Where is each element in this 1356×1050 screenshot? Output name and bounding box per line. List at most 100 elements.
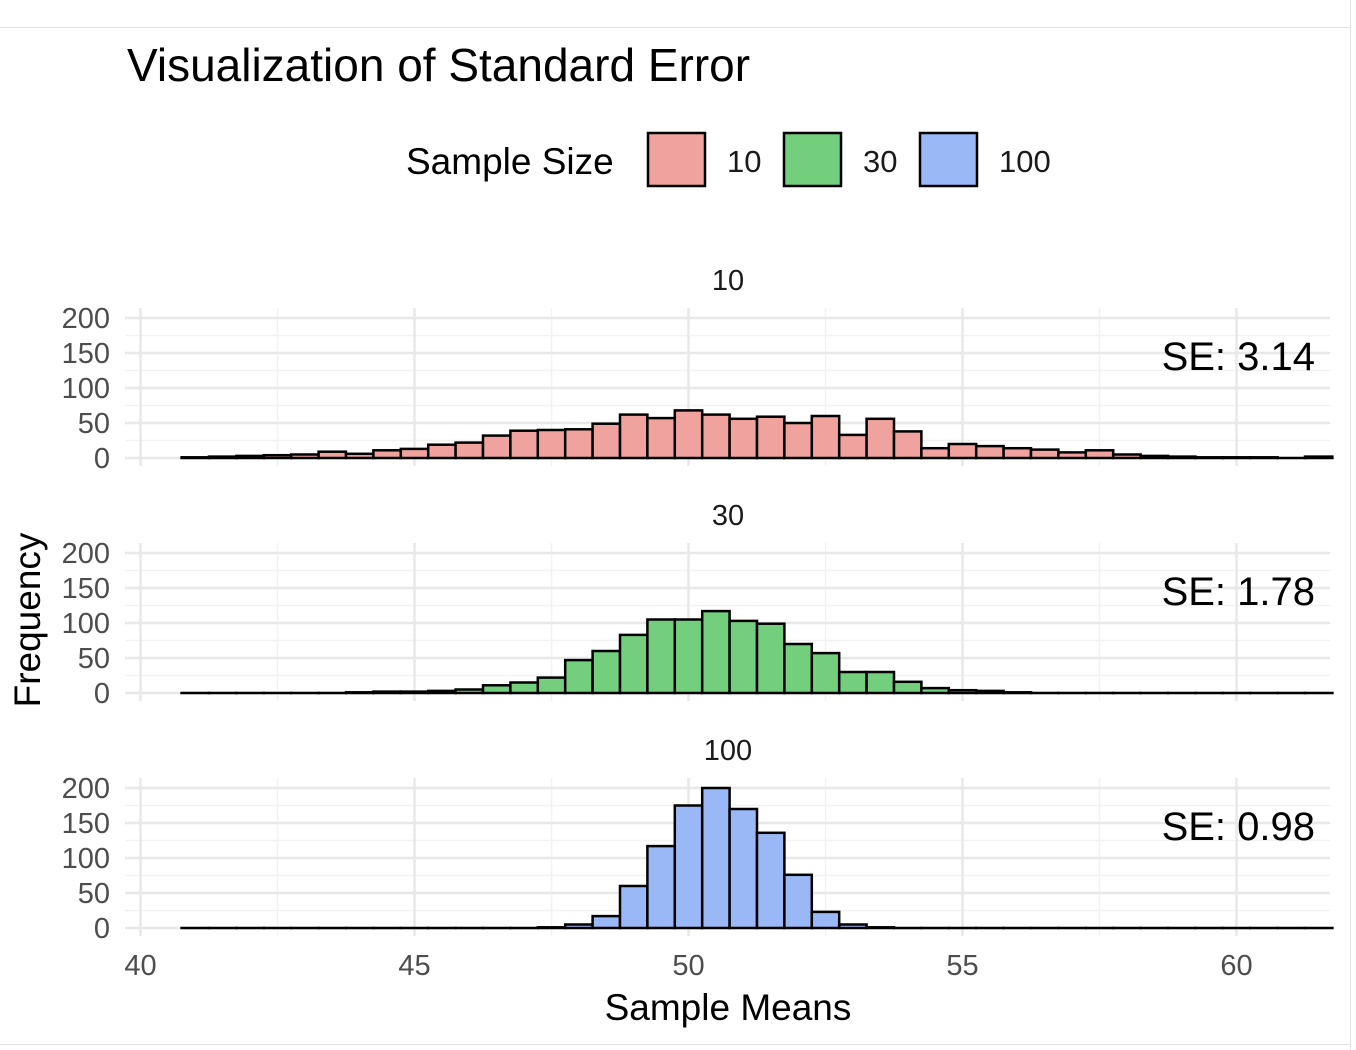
histogram-bar	[1057, 451, 1088, 460]
x-tick-label: 55	[946, 950, 978, 982]
histogram-bar	[454, 688, 485, 695]
x-tick-label: 40	[124, 950, 156, 982]
facet-label-100: 100	[704, 735, 752, 767]
chart-title: Visualization of Standard Error	[127, 39, 750, 91]
histogram-bar	[399, 690, 430, 695]
y-tick-label: 100	[62, 608, 110, 640]
histogram-bar	[1166, 455, 1197, 460]
y-tick-label: 150	[62, 338, 110, 370]
histogram-bar	[180, 456, 211, 460]
histogram-bar	[618, 884, 649, 930]
legend-label-100: 100	[999, 144, 1051, 179]
histogram-bar	[646, 416, 677, 460]
histogram-bar	[755, 831, 786, 930]
histogram-bar	[1248, 456, 1279, 460]
x-tick-label: 60	[1220, 950, 1252, 982]
histogram-bar	[673, 409, 704, 460]
legend-label-10: 10	[727, 144, 761, 179]
histogram-bar	[618, 633, 649, 695]
histogram-bar	[865, 417, 896, 460]
histogram-bar	[947, 688, 978, 695]
histogram-bar	[1194, 456, 1225, 460]
histogram-bar	[892, 430, 923, 460]
histogram-bar	[1139, 454, 1170, 460]
histogram-bar	[974, 689, 1005, 695]
histogram-bar	[1084, 449, 1115, 460]
histogram-bar	[947, 442, 978, 460]
y-tick-label: 150	[62, 573, 110, 605]
histogram-bar	[755, 415, 786, 460]
se-label-30: SE: 1.78	[1162, 570, 1315, 614]
y-tick-label: 150	[62, 808, 110, 840]
histogram-bar	[865, 670, 896, 695]
y-tick-label: 200	[62, 538, 110, 570]
histogram-bar	[783, 642, 814, 695]
histogram-bar	[563, 428, 594, 460]
histogram-bar	[481, 684, 512, 695]
se-label-100: SE: 0.98	[1162, 805, 1315, 849]
frame-border-right	[1350, 0, 1351, 1050]
y-tick-label: 100	[62, 373, 110, 405]
histogram-bar	[700, 609, 731, 695]
histogram-bar	[509, 429, 540, 460]
y-tick-label: 50	[78, 643, 110, 675]
frame-border-top	[0, 27, 1350, 28]
histogram-bar	[728, 417, 759, 460]
histogram-bar	[810, 651, 841, 695]
y-tick-label: 200	[62, 303, 110, 335]
histogram-bar	[536, 926, 567, 930]
histogram-bar	[892, 680, 923, 695]
x-axis-title: Sample Means	[605, 987, 852, 1028]
histogram-bar	[837, 923, 868, 930]
y-axis-title: Frequency	[7, 532, 48, 707]
histogram-bar	[837, 433, 868, 460]
y-tick-label: 200	[62, 773, 110, 805]
histogram-bar	[591, 649, 622, 695]
legend-swatch-10	[646, 131, 707, 188]
y-tick-label: 50	[78, 408, 110, 440]
facet-label-10: 10	[712, 265, 744, 297]
histogram-bar	[207, 455, 238, 460]
histogram-bar	[1303, 455, 1334, 460]
histogram-bar	[317, 450, 348, 460]
histogram-bar	[728, 619, 759, 695]
histogram-bar	[783, 421, 814, 460]
histogram-bar	[810, 414, 841, 460]
histogram-bar	[563, 923, 594, 930]
histogram-bar	[536, 428, 567, 460]
histogram-bar	[974, 444, 1005, 460]
histogram-bar	[646, 844, 677, 930]
histogram-bar	[591, 914, 622, 930]
legend-swatch-30	[782, 131, 843, 188]
y-tick-label: 0	[94, 913, 110, 945]
histogram-bar	[728, 807, 759, 930]
x-tick-label: 45	[398, 950, 430, 982]
histogram-bar	[399, 447, 430, 460]
histogram-bar	[591, 422, 622, 460]
y-tick-label: 100	[62, 843, 110, 875]
histogram-bar	[920, 446, 951, 460]
histogram-bar	[920, 686, 951, 695]
y-tick-label: 0	[94, 443, 110, 475]
histogram-bar	[1002, 446, 1033, 460]
histogram-bar	[700, 413, 731, 460]
y-tick-label: 0	[94, 678, 110, 710]
histogram-bar	[646, 618, 677, 695]
histogram-bar	[563, 658, 594, 695]
histogram-bar	[810, 910, 841, 930]
legend-swatch-100	[918, 131, 979, 188]
y-tick-label: 50	[78, 878, 110, 910]
histogram-bar	[262, 453, 293, 460]
frame-border-bottom	[0, 1044, 1350, 1045]
histogram-bar	[1002, 691, 1033, 695]
se-label-10: SE: 3.14	[1162, 335, 1315, 379]
histogram-bar	[837, 670, 868, 695]
histogram-bar	[755, 622, 786, 695]
x-tick-label: 50	[672, 950, 704, 982]
